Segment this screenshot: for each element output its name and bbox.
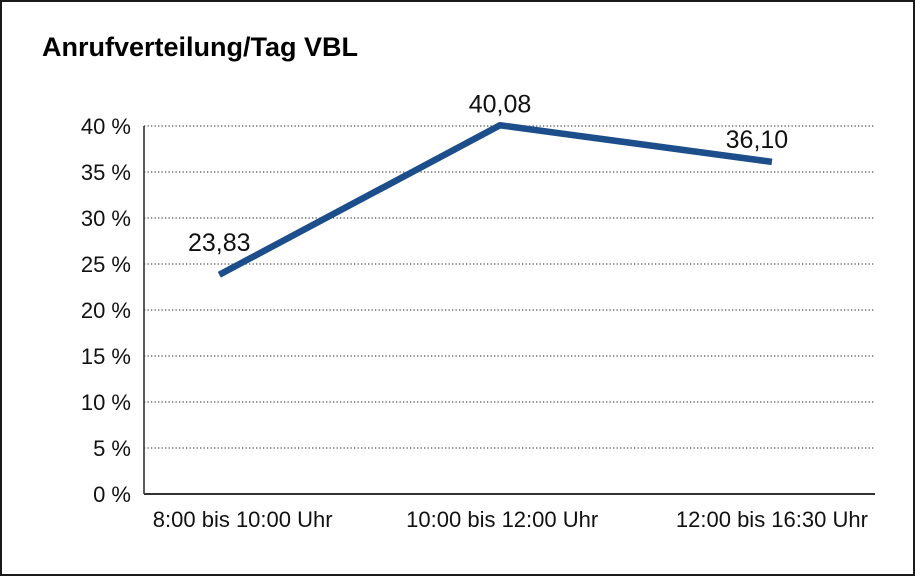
- y-tick-label: 30 %: [81, 206, 131, 231]
- x-category-label: 8:00 bis 10:00 Uhr: [153, 507, 333, 532]
- y-tick-label: 15 %: [81, 344, 131, 369]
- y-tick-label: 10 %: [81, 390, 131, 415]
- chart-title: Anrufverteilung/Tag VBL: [42, 32, 359, 62]
- x-category-label: 12:00 bis 16:30 Uhr: [676, 507, 868, 532]
- line-series: [217, 122, 773, 278]
- y-tick-label: 0 %: [93, 482, 131, 507]
- y-tick-label: 25 %: [81, 252, 131, 277]
- data-label: 23,83: [188, 229, 251, 257]
- y-tick-label: 40 %: [81, 114, 131, 139]
- data-label: 36,10: [726, 126, 789, 154]
- y-tick-label: 20 %: [81, 298, 131, 323]
- data-label: 40,08: [469, 90, 532, 118]
- x-category-label: 10:00 bis 12:00 Uhr: [406, 507, 598, 532]
- y-tick-label: 5 %: [93, 436, 131, 461]
- y-tick-label: 35 %: [81, 160, 131, 185]
